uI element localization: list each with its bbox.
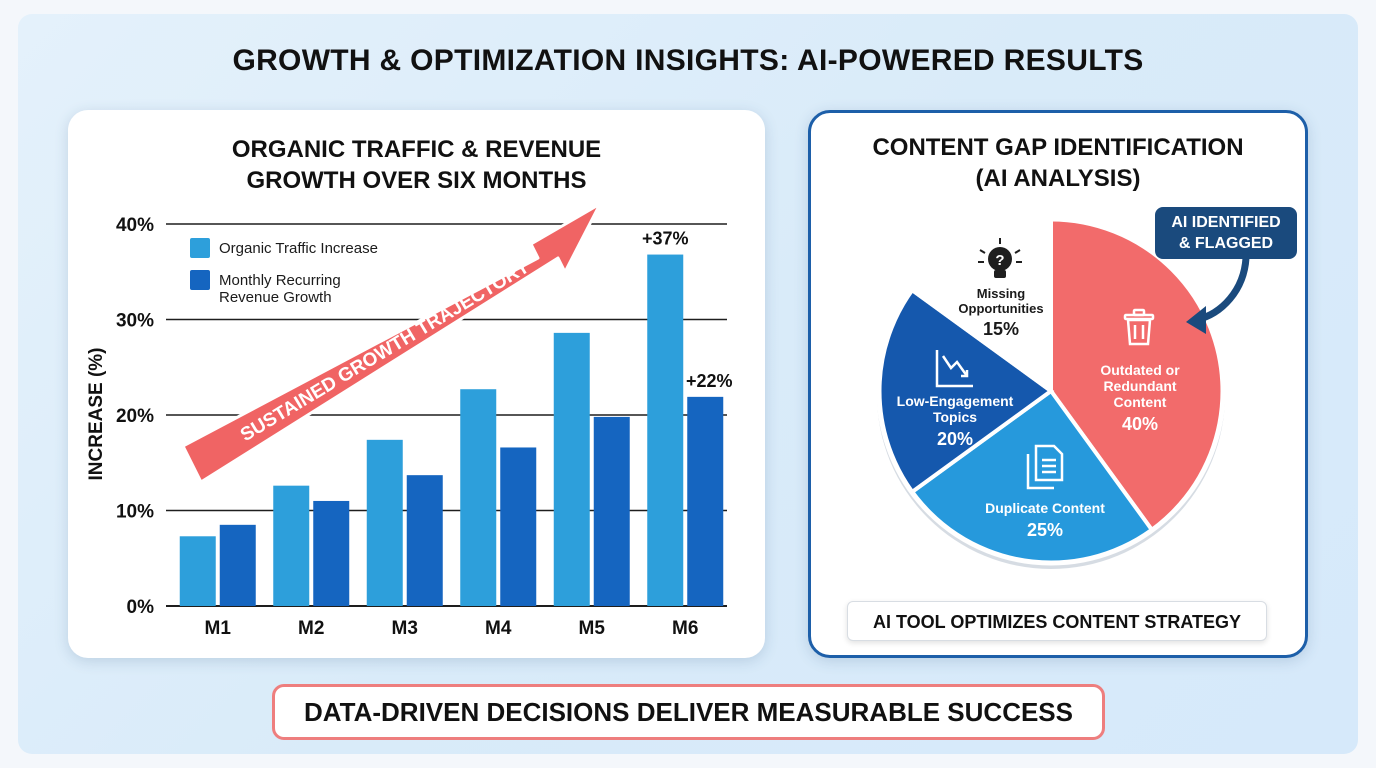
y-tick-label: 0%	[127, 597, 155, 618]
bar-chart-title-line1: ORGANIC TRAFFIC & REVENUE	[231, 136, 602, 163]
x-tick-label: M4	[485, 618, 512, 639]
footer-banner: DATA-DRIVEN DECISIONS DELIVER MEASURABLE…	[272, 684, 1105, 740]
legend-swatch-traffic	[190, 238, 210, 258]
pie-label-duplicate-text: Duplicate Content	[985, 500, 1105, 516]
pie-chart-title: CONTENT GAP IDENTIFICATION (AI ANALYSIS)	[808, 132, 1308, 194]
bar-revenue	[406, 475, 443, 606]
ai-flagged-badge: AI IDENTIFIED & FLAGGED	[1155, 207, 1297, 259]
trash-icon	[1123, 308, 1155, 346]
bar-revenue	[313, 500, 350, 606]
pie-value-missing: 15%	[982, 319, 1020, 339]
pie-label-missing-line2: Opportunities	[958, 301, 1044, 316]
data-label-revenue-m6: +22%	[686, 371, 733, 391]
legend-label-traffic: Organic Traffic Increase	[219, 240, 378, 257]
pie-label-outdated: Outdated or Redundant Content 40%	[1070, 362, 1210, 435]
downtrend-chart-icon	[935, 350, 973, 388]
pie-label-duplicate: Duplicate Content 25%	[960, 500, 1130, 541]
bar-traffic	[366, 439, 403, 606]
svg-text:?: ?	[995, 252, 1004, 269]
document-copy-icon	[1026, 444, 1064, 490]
pie-chart-title-line1: CONTENT GAP IDENTIFICATION	[872, 134, 1244, 161]
pie-label-low-engagement: Low-Engagement Topics 20%	[880, 393, 1030, 450]
page-title: GROWTH & OPTIMIZATION INSIGHTS: AI-POWER…	[232, 44, 1144, 77]
pie-label-missing-line1: Missing	[976, 286, 1026, 301]
bars	[179, 254, 724, 606]
callout-arrowhead	[1186, 306, 1206, 334]
x-tick-label: M1	[205, 618, 232, 639]
pie-chart-title-line2: (AI ANALYSIS)	[975, 165, 1141, 192]
lightbulb-question-icon: ?	[978, 238, 1022, 278]
pie-value-low-engagement: 20%	[936, 429, 974, 449]
y-tick-label: 30%	[116, 311, 154, 332]
pie-label-outdated-line2: Redundant	[1103, 378, 1177, 394]
data-label-traffic-m6: +37%	[642, 229, 689, 249]
bar-revenue	[593, 416, 630, 606]
bar-traffic	[553, 332, 590, 606]
pie-label-outdated-line1: Outdated or	[1100, 362, 1180, 378]
pie-outline	[876, 216, 1226, 566]
legend-label-revenue: Monthly Recurring Revenue Growth	[219, 272, 419, 306]
y-tick-label: 10%	[116, 502, 154, 523]
pie-label-outdated-line3: Content	[1113, 394, 1167, 410]
bar-traffic	[647, 254, 684, 606]
pie-label-low-engagement-line1: Low-Engagement	[896, 393, 1014, 409]
y-axis-title: INCREASE (%)	[86, 347, 107, 480]
bar-revenue	[687, 396, 724, 606]
bar-chart-title-line2: GROWTH OVER SIX MONTHS	[246, 167, 587, 194]
strategy-caption: AI TOOL OPTIMIZES CONTENT STRATEGY	[847, 601, 1267, 641]
axis-labels: 0% 10% 20% 30% 40% M1 M2 M3 M4 M5 M6 +37% +22%	[116, 215, 733, 639]
pie-label-missing: Missing Opportunities 15%	[946, 286, 1056, 340]
x-tick-label: M6	[672, 618, 698, 639]
bar-traffic	[273, 485, 310, 606]
bar-traffic	[179, 536, 216, 606]
y-tick-label: 40%	[116, 215, 154, 236]
ai-flagged-badge-line2: & FLAGGED	[1178, 235, 1274, 252]
x-tick-label: M2	[298, 618, 324, 639]
legend-label-revenue-line2: Revenue Growth	[219, 289, 332, 306]
x-tick-label: M3	[392, 618, 418, 639]
x-tick-label: M5	[579, 618, 606, 639]
bar-revenue	[500, 447, 537, 606]
legend-label-revenue-line1: Monthly Recurring	[219, 272, 341, 289]
growth-arrow-shape	[181, 202, 602, 484]
bar-traffic	[460, 389, 497, 606]
legend-swatch-revenue	[190, 270, 210, 290]
pie-label-low-engagement-line2: Topics	[932, 409, 978, 425]
bar-revenue	[219, 524, 256, 606]
y-tick-label: 20%	[116, 406, 154, 427]
ai-flagged-badge-line1: AI IDENTIFIED	[1171, 214, 1281, 231]
bar-chart-title: ORGANIC TRAFFIC & REVENUE GROWTH OVER SI…	[68, 134, 765, 196]
pie-value-outdated: 40%	[1121, 414, 1159, 434]
pie-value-duplicate: 25%	[1026, 520, 1064, 540]
